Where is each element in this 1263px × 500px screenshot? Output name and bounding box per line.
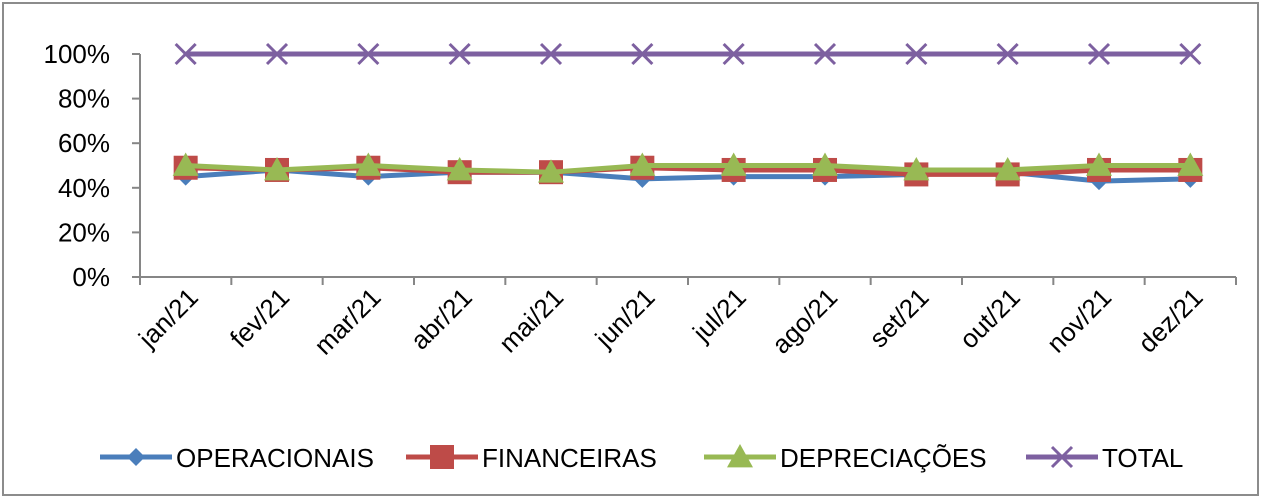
- legend-swatch-marker: [1050, 445, 1074, 469]
- x-tick-label: ago/21: [766, 282, 843, 359]
- legend-label: TOTAL: [1102, 443, 1183, 473]
- x-tick-label: dez/21: [1132, 282, 1208, 358]
- data-point-deprecia-es: [1177, 152, 1204, 176]
- data-point-deprecia-es: [446, 156, 473, 181]
- data-point-deprecia-es: [172, 152, 199, 176]
- x-tick-label: out/21: [954, 282, 1026, 354]
- y-tick-label: 20%: [58, 217, 110, 247]
- data-point-deprecia-es: [264, 156, 290, 181]
- x-marker-stroke: [357, 42, 380, 66]
- data-point-deprecia-es: [355, 152, 382, 176]
- y-tick-label: 80%: [58, 84, 110, 114]
- series-line-deprecia-es: [185, 163, 1191, 175]
- data-point-total: [1087, 42, 1111, 66]
- data-point-total: [722, 42, 745, 66]
- x-marker-stroke: [265, 42, 289, 66]
- series-deprecia-es: [172, 152, 1204, 183]
- x-tick-label: mar/21: [308, 282, 386, 360]
- x-tick-label: jul/21: [686, 282, 752, 348]
- data-point-total: [174, 42, 197, 66]
- data-point-total: [1179, 42, 1202, 66]
- x-tick-label: abr/21: [405, 282, 478, 355]
- legend-swatch-marker: [127, 448, 145, 466]
- legend-label: OPERACIONAIS: [176, 443, 374, 473]
- legend-entry-total: TOTAL: [1026, 443, 1183, 473]
- legend: OPERACIONAIS FINANCEIRAS DEPRECIAÇÕES TOTAL: [100, 443, 1183, 473]
- legend-entry-financeiras: FINANCEIRAS: [406, 443, 657, 473]
- y-tick-labels: 0% 20% 40% 60% 80% 100%: [44, 39, 111, 292]
- axes: [132, 53, 1237, 285]
- x-marker-stroke: [996, 42, 1019, 66]
- x-tick-labels: jan/21 fev/21 mar/21 abr/21 mai/21 jun/21 jul/…: [132, 282, 1209, 360]
- legend-swatch-marker: [727, 444, 753, 468]
- data-point-total: [265, 42, 289, 66]
- x-marker-stroke: [813, 42, 837, 66]
- y-tick-label: 60%: [58, 128, 110, 158]
- y-tick-label: 40%: [58, 173, 110, 203]
- x-marker-stroke: [448, 42, 471, 66]
- y-tick-label: 0%: [72, 262, 110, 292]
- data-point-total: [448, 42, 471, 66]
- legend-label: FINANCEIRAS: [482, 443, 657, 473]
- series-financeiras: [173, 155, 1203, 187]
- data-point-total: [631, 42, 654, 66]
- x-marker-stroke: [1087, 42, 1111, 66]
- legend-label: DEPRECIAÇÕES: [780, 443, 987, 473]
- data-point-total: [357, 42, 380, 66]
- x-tick-label: mai/21: [493, 282, 569, 358]
- x-tick-label: set/21: [863, 282, 934, 353]
- x-marker-stroke: [1179, 42, 1202, 66]
- x-tick-label: nov/21: [1041, 282, 1117, 358]
- data-point-total: [539, 42, 563, 66]
- series-layer: [172, 42, 1204, 191]
- series-total: [174, 42, 1202, 66]
- data-point-deprecia-es: [720, 152, 747, 176]
- data-point-total: [813, 42, 837, 66]
- x-marker-stroke: [631, 42, 654, 66]
- x-marker-stroke: [722, 42, 745, 66]
- x-tick-label: jan/21: [132, 282, 204, 354]
- x-tick-label: jun/21: [589, 282, 661, 354]
- x-marker-stroke: [905, 42, 928, 66]
- data-point-deprecia-es: [994, 156, 1021, 181]
- data-point-total: [996, 42, 1019, 66]
- data-point-total: [905, 42, 928, 66]
- x-marker-stroke: [539, 42, 563, 66]
- data-point-deprecia-es: [903, 156, 930, 181]
- data-point-deprecia-es: [1086, 152, 1112, 176]
- data-point-deprecia-es: [629, 152, 656, 176]
- legend-entry-operacionais: OPERACIONAIS: [100, 443, 374, 473]
- x-tick-label: fev/21: [224, 282, 295, 353]
- data-point-deprecia-es: [812, 152, 838, 176]
- x-marker-stroke: [1050, 445, 1074, 469]
- x-marker-stroke: [174, 42, 197, 66]
- data-point-deprecia-es: [538, 159, 564, 183]
- legend-swatch-marker: [430, 445, 454, 469]
- y-tick-label: 100%: [44, 39, 111, 69]
- legend-entry-deprecia-es: DEPRECIAÇÕES: [704, 443, 987, 473]
